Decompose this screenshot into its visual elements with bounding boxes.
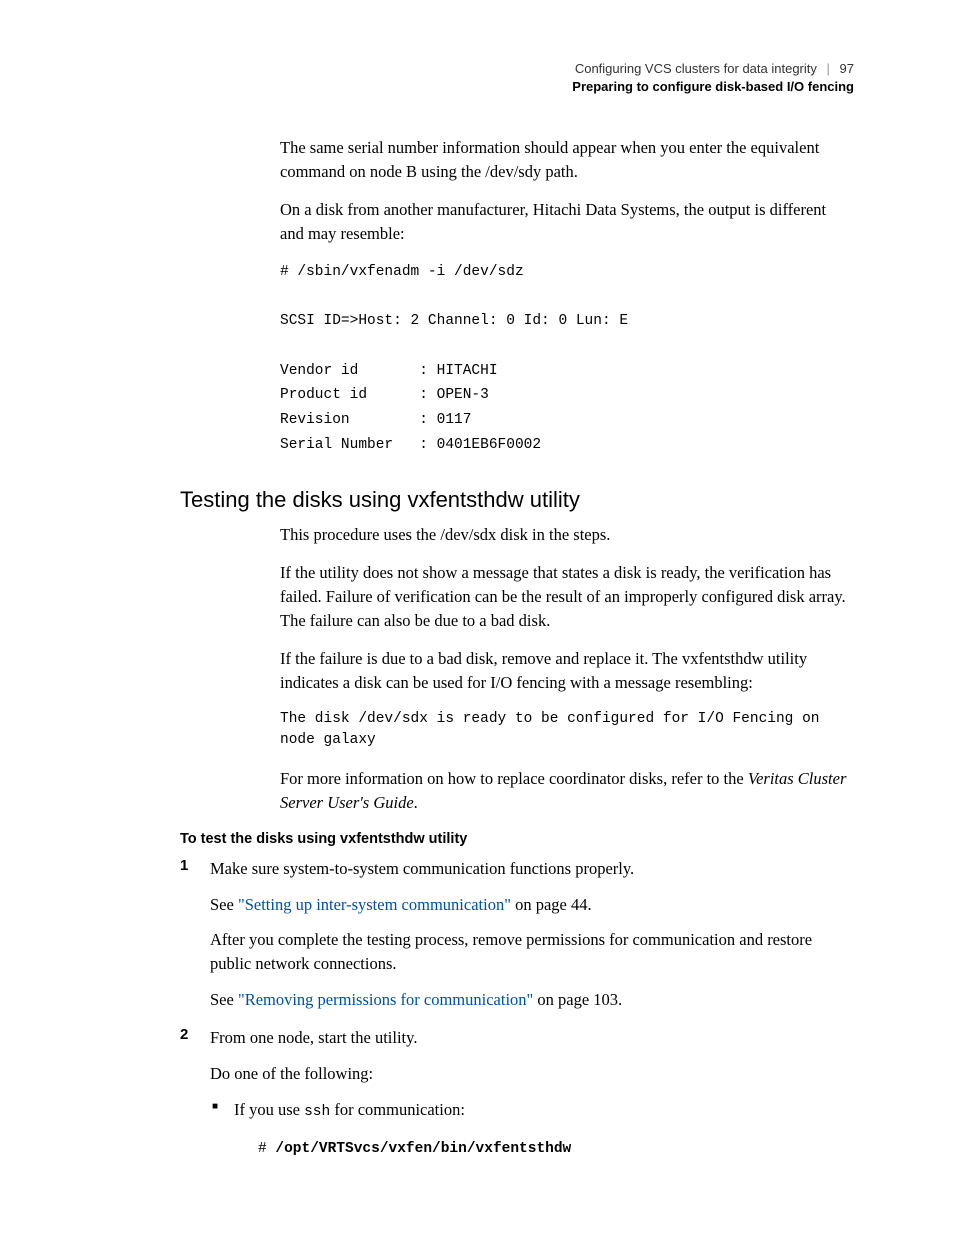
step-2: From one node, start the utility. Do one… bbox=[180, 1026, 854, 1160]
header-chapter-title: Configuring VCS clusters for data integr… bbox=[575, 61, 817, 76]
section-p4: For more information on how to replace c… bbox=[280, 767, 854, 815]
main-content: The same serial number information shoul… bbox=[180, 136, 854, 1160]
procedure-subheading: To test the disks using vxfentsthdw util… bbox=[180, 831, 854, 847]
section-p1: This procedure uses the /dev/sdx disk in… bbox=[280, 523, 854, 547]
step-1-body: Make sure system-to-system communication… bbox=[210, 857, 854, 1013]
step-1-line1: Make sure system-to-system communication… bbox=[210, 857, 854, 881]
section-p3: If the failure is due to a bad disk, rem… bbox=[280, 647, 854, 695]
cmd-text: /opt/VRTSvcs/vxfen/bin/vxfentsthdw bbox=[275, 1141, 571, 1157]
paragraph-intro-2: On a disk from another manufacturer, Hit… bbox=[280, 198, 854, 246]
step-2-bullets: If you use ssh for communication: # /opt… bbox=[210, 1098, 854, 1160]
page-container: Configuring VCS clusters for data integr… bbox=[0, 0, 954, 1234]
section-p4c: . bbox=[414, 793, 418, 812]
link-removing-permissions[interactable]: "Removing permissions for communication" bbox=[238, 990, 533, 1009]
step-1-line2: See "Setting up inter-system communicati… bbox=[210, 893, 854, 917]
step-2-body: From one node, start the utility. Do one… bbox=[210, 1026, 854, 1160]
code-block-vxfenadm: # /sbin/vxfenadm -i /dev/sdz SCSI ID=>Ho… bbox=[280, 260, 854, 457]
step-1-line3: After you complete the testing process, … bbox=[210, 928, 854, 976]
step-1-see2-prefix: See bbox=[210, 990, 238, 1009]
step-1: Make sure system-to-system communication… bbox=[180, 857, 854, 1013]
section-heading: Testing the disks using vxfentsthdw util… bbox=[180, 487, 854, 513]
bullet-1-mono: ssh bbox=[304, 1104, 330, 1120]
code-block-ready-msg: The disk /dev/sdx is ready to be configu… bbox=[280, 709, 854, 751]
header-divider: | bbox=[827, 60, 830, 78]
bullet-1-text-b: for communication: bbox=[330, 1100, 465, 1119]
paragraph-intro-1: The same serial number information shoul… bbox=[280, 136, 854, 184]
step-1-line4: See "Removing permissions for communicat… bbox=[210, 988, 854, 1012]
steps-list: Make sure system-to-system communication… bbox=[180, 857, 854, 1160]
cmd-vxfentsthdw: # /opt/VRTSvcs/vxfen/bin/vxfentsthdw bbox=[258, 1139, 854, 1160]
step-1-see1-prefix: See bbox=[210, 895, 238, 914]
step-2-line2: Do one of the following: bbox=[210, 1062, 854, 1086]
page-header: Configuring VCS clusters for data integr… bbox=[180, 60, 854, 96]
step-2-line1: From one node, start the utility. bbox=[210, 1026, 854, 1050]
step-2-bullet-1: If you use ssh for communication: # /opt… bbox=[210, 1098, 854, 1160]
bullet-1-text-a: If you use bbox=[234, 1100, 304, 1119]
section-p4a: For more information on how to replace c… bbox=[280, 769, 748, 788]
step-1-see1-suffix: on page 44. bbox=[511, 895, 592, 914]
cmd-prompt: # bbox=[258, 1141, 275, 1157]
link-inter-system-comm[interactable]: "Setting up inter-system communication" bbox=[238, 895, 511, 914]
section-p2: If the utility does not show a message t… bbox=[280, 561, 854, 633]
header-page-number: 97 bbox=[840, 61, 854, 76]
header-section-title: Preparing to configure disk-based I/O fe… bbox=[180, 78, 854, 96]
header-top-row: Configuring VCS clusters for data integr… bbox=[180, 60, 854, 78]
step-1-see2-suffix: on page 103. bbox=[533, 990, 622, 1009]
